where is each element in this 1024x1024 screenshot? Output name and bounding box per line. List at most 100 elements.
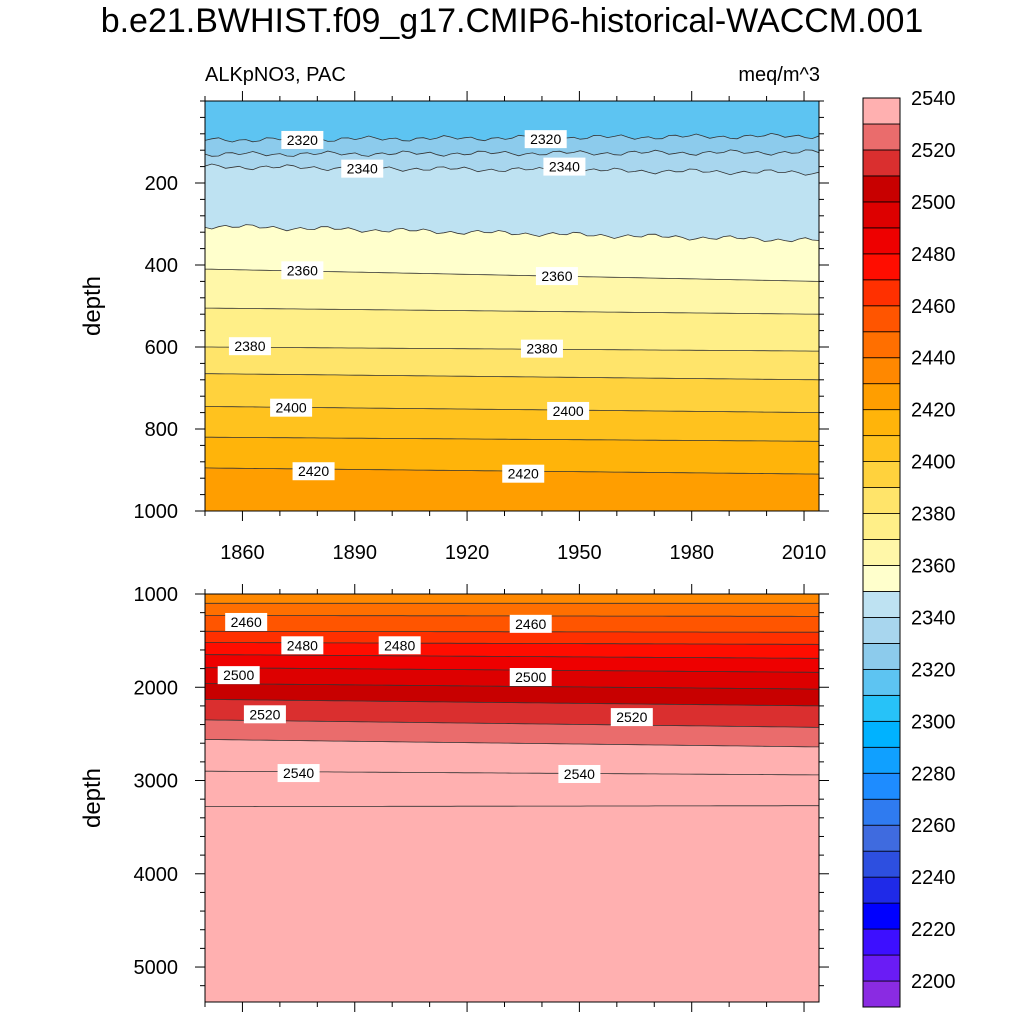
colorbar-swatch bbox=[862, 720, 901, 748]
contour-label-box bbox=[292, 462, 335, 481]
contour-label: 2480 bbox=[287, 637, 318, 653]
colorbar-swatch bbox=[862, 253, 901, 281]
contour-label: 2400 bbox=[276, 400, 307, 416]
x-tick-label: 2010 bbox=[782, 542, 827, 564]
contour-line bbox=[205, 373, 819, 381]
colorbar-swatch bbox=[862, 617, 901, 644]
colorbar-label: 2320 bbox=[911, 659, 956, 681]
contour-label-box bbox=[558, 764, 601, 783]
colorbar-label: 2500 bbox=[911, 192, 956, 214]
colorbar-swatch bbox=[862, 928, 901, 956]
contour-panel-lower: 2460 2460 2480 2480 2500 2500 2520 2520 2540 2540… bbox=[79, 584, 829, 1012]
colorbar: 2200 2220 2240 2260 2280 2300 2320 2340 2360 2380… bbox=[862, 88, 956, 1008]
contour-panel-upper: 2320 2320 2340 2340 2360 2360 2380 2380 2400 2400… bbox=[79, 91, 829, 564]
contour-label-box bbox=[520, 339, 563, 358]
colorbar-swatch bbox=[862, 123, 901, 151]
colorbar-swatch bbox=[862, 902, 901, 930]
contour-label: 2500 bbox=[515, 669, 546, 685]
colorbar-swatch bbox=[862, 643, 901, 670]
contour-line bbox=[205, 224, 819, 243]
contour-label: 2340 bbox=[549, 159, 580, 175]
contour-line bbox=[205, 719, 819, 728]
variable-region-label: ALKpNO3, PAC bbox=[205, 64, 346, 86]
colorbar-swatch bbox=[862, 383, 901, 411]
colorbar-swatch bbox=[862, 175, 901, 203]
contour-label-box bbox=[281, 636, 324, 655]
colorbar-swatch bbox=[862, 954, 901, 982]
colorbar-swatch bbox=[862, 591, 901, 618]
colorbar-label: 2300 bbox=[911, 711, 956, 733]
contour-label: 2320 bbox=[530, 131, 561, 147]
panel-frame bbox=[204, 593, 820, 1003]
contour-label: 2540 bbox=[283, 765, 314, 781]
colorbar-swatch bbox=[862, 149, 901, 177]
colorbar-swatch bbox=[862, 513, 901, 540]
colorbar-swatch bbox=[862, 487, 901, 514]
contour-label-box bbox=[524, 130, 567, 149]
contour-label: 2420 bbox=[298, 463, 329, 479]
contour-label: 2400 bbox=[553, 403, 584, 419]
x-tick-label: 1860 bbox=[220, 542, 265, 564]
contour-label: 2520 bbox=[616, 709, 647, 725]
colorbar-label: 2480 bbox=[911, 244, 956, 266]
x-tick-label: 1950 bbox=[557, 542, 602, 564]
units-label: meq/m^3 bbox=[738, 64, 820, 86]
x-tick-label: 1920 bbox=[445, 542, 490, 564]
colorbar-label: 2340 bbox=[911, 607, 956, 629]
colorbar-swatch bbox=[862, 565, 901, 592]
contour-line bbox=[205, 346, 819, 352]
contour-label-box bbox=[502, 464, 545, 483]
colorbar-label: 2400 bbox=[911, 452, 956, 474]
contour-label-box bbox=[270, 398, 313, 417]
y-tick-label: 5000 bbox=[134, 957, 179, 979]
contour-label-box bbox=[228, 337, 271, 356]
band-fill bbox=[205, 467, 819, 511]
contour-label: 2520 bbox=[249, 706, 280, 722]
contour-label-box bbox=[243, 705, 286, 724]
contour-label-box bbox=[547, 401, 590, 420]
contour-label: 2320 bbox=[287, 132, 318, 148]
y-tick-label: 1000 bbox=[134, 501, 179, 523]
panel-frame bbox=[204, 100, 820, 512]
colorbar-swatch bbox=[862, 279, 901, 307]
contour-label-box bbox=[543, 157, 586, 176]
contour-line bbox=[205, 149, 819, 157]
contour-label-box bbox=[281, 130, 324, 149]
y-tick-label: 800 bbox=[145, 419, 178, 441]
colorbar-label: 2380 bbox=[911, 504, 956, 526]
contour-label: 2420 bbox=[508, 466, 539, 482]
contour-label-box bbox=[509, 614, 552, 633]
contour-label: 2360 bbox=[287, 262, 318, 278]
contour-label-box bbox=[509, 667, 552, 686]
colorbar-frame bbox=[862, 97, 901, 1008]
contour-line bbox=[205, 683, 819, 690]
colorbar-swatch bbox=[862, 798, 901, 826]
colorbar-swatch bbox=[862, 201, 901, 229]
contour-label: 2340 bbox=[347, 161, 378, 177]
contour-label-box bbox=[225, 612, 268, 631]
contour-line bbox=[205, 654, 819, 659]
colorbar-swatch bbox=[862, 876, 901, 904]
colorbar-label: 2440 bbox=[911, 348, 956, 370]
y-axis-label: depth bbox=[79, 768, 106, 828]
contour-label-box bbox=[341, 159, 384, 178]
contour-line bbox=[205, 163, 819, 176]
band-fill bbox=[200, 511, 824, 516]
x-tick-label: 1890 bbox=[333, 542, 378, 564]
y-tick-label: 2000 bbox=[134, 677, 179, 699]
colorbar-label: 2520 bbox=[911, 140, 956, 162]
colorbar-swatch bbox=[862, 357, 901, 385]
colorbar-label: 2360 bbox=[911, 555, 956, 577]
contour-label: 2460 bbox=[515, 616, 546, 632]
filled-bands bbox=[205, 594, 819, 1002]
contour-label: 2380 bbox=[526, 341, 557, 357]
contour-line bbox=[205, 805, 819, 807]
colorbar-swatch bbox=[862, 97, 901, 125]
y-tick-label: 600 bbox=[145, 337, 178, 359]
colorbar-swatch bbox=[862, 980, 901, 1008]
colorbar-label: 2200 bbox=[911, 971, 956, 993]
contour-label-box bbox=[217, 666, 260, 685]
colorbar-swatch bbox=[862, 331, 901, 359]
contour-line bbox=[205, 699, 819, 707]
